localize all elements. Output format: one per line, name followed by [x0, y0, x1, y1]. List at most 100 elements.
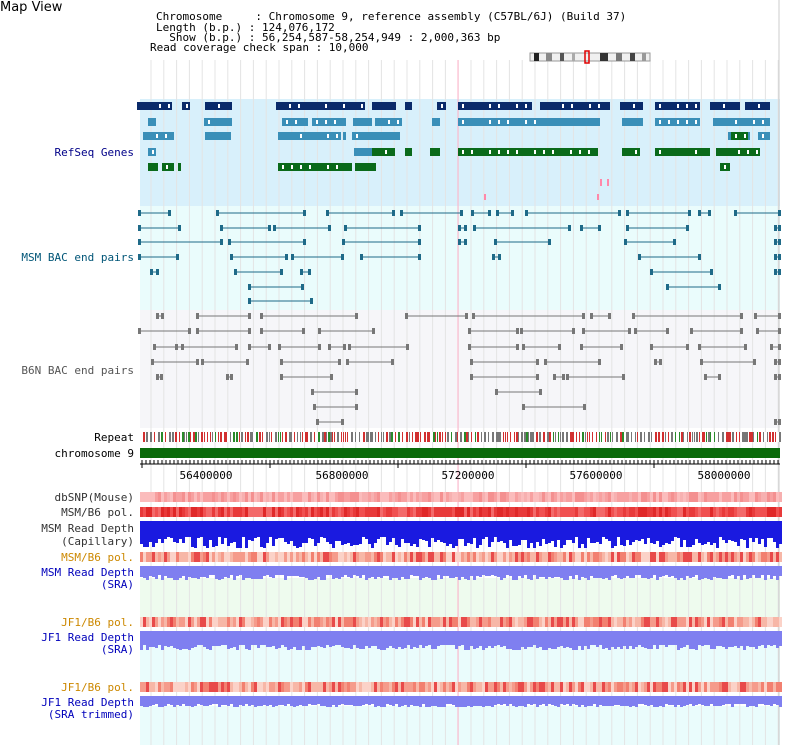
msm-bac-pair-end	[418, 225, 421, 231]
msm-pol-cell	[152, 507, 155, 517]
msm-capillary-depth-bar	[581, 521, 584, 544]
jf1-pol-cell	[590, 617, 593, 627]
msm-sra-depth-bar	[713, 566, 716, 577]
b6n-bac-pair-end	[318, 328, 321, 334]
track-label-msm-depth-sra[interactable]: MSM Read Depth	[41, 566, 134, 579]
b6n-bac-pair-end	[226, 374, 229, 380]
msm-capillary-depth-bar	[428, 521, 431, 547]
msm-pol-cell	[614, 507, 617, 517]
repeat-element	[266, 432, 268, 442]
jf1-sra-depth-bar	[683, 631, 686, 647]
jf1-pol-cell	[668, 617, 671, 627]
dbsnp-cell	[482, 492, 485, 502]
msm-sra-depth-bar	[506, 566, 509, 575]
jf1-trim-depth-bar	[608, 696, 611, 706]
msm-capillary-depth-bar	[527, 521, 530, 548]
track-label-jf1-depth[interactable]: JF1 Read Depth	[41, 631, 134, 644]
jf1-pol-cell	[194, 617, 197, 627]
msm-sra-depth-bar	[311, 566, 314, 580]
jf1-pol2-cell	[440, 682, 443, 692]
track-label-msm-b6-pol[interactable]: MSM/B6 pol.	[61, 506, 134, 519]
jf1-pol-cell	[464, 617, 467, 627]
jf1-pol2-cell	[404, 682, 407, 692]
repeat-element	[631, 432, 632, 442]
msm-pol-cell	[467, 507, 470, 517]
msm-capillary-depth-bar	[287, 521, 290, 544]
jf1-sra-depth-bar	[389, 631, 392, 646]
jf1-pol2-cell	[626, 682, 629, 692]
msm-bac-pair-end	[778, 210, 781, 216]
track-label-msm-b6-pol-2[interactable]: MSM/B6 pol.	[61, 551, 134, 564]
jf1-pol2-cell	[437, 682, 440, 692]
chromosome-bar	[140, 448, 780, 458]
track-label-refseq[interactable]: RefSeq Genes	[54, 146, 134, 159]
repeat-element	[372, 432, 373, 442]
gene-exon-gap	[166, 165, 168, 169]
jf1-pol2-cell	[614, 682, 617, 692]
msm-pol-cell	[677, 507, 680, 517]
msm-pol2-cell	[506, 552, 509, 562]
msm-pol-cell	[626, 507, 629, 517]
jf1-trim-depth-bar	[464, 696, 467, 707]
repeat-element	[753, 432, 754, 442]
b6n-bac-pair-end	[622, 374, 625, 380]
track-label-b6n-bac[interactable]: B6N BAC end pairs	[21, 364, 134, 377]
jf1-sra-depth-bar	[149, 631, 152, 647]
msm-pol2-cell	[254, 552, 257, 562]
msm-pol2-cell	[626, 552, 629, 562]
msm-pol-cell	[605, 507, 608, 517]
msm-pol2-cell	[284, 552, 287, 562]
msm-pol2-cell	[323, 552, 326, 562]
track-label-jf1-b6-pol-2[interactable]: JF1/B6 pol.	[61, 681, 134, 694]
msm-capillary-depth-bar	[650, 521, 653, 543]
repeat-element	[236, 432, 238, 442]
gene-exon-gap	[762, 134, 764, 138]
track-label-chromosome[interactable]: chromosome 9	[54, 447, 134, 460]
jf1-pol2-cell	[518, 682, 521, 692]
msm-pol2-cell	[740, 552, 743, 562]
jf1-sra-depth-bar	[743, 631, 746, 650]
jf1-sra-depth-bar	[629, 631, 632, 646]
dbsnp-cell	[284, 492, 287, 502]
b6n-bac-pair-end	[391, 359, 394, 365]
repeat-element	[370, 432, 372, 442]
msm-pol-cell	[158, 507, 161, 517]
msm-pol-cell	[209, 507, 212, 517]
jf1-sra-depth-bar	[263, 631, 266, 645]
repeat-element	[651, 432, 652, 442]
repeat-element	[547, 432, 549, 442]
gene-exon-gap	[498, 120, 500, 124]
jf1-sra-depth-bar	[557, 631, 560, 647]
jf1-sra-depth-bar	[431, 631, 434, 649]
msm-pol2-cell	[335, 552, 338, 562]
msm-sra-depth-bar	[464, 566, 467, 579]
repeat-element	[218, 432, 219, 442]
msm-pol2-cell	[767, 552, 770, 562]
msm-bac-pair-end	[458, 225, 461, 231]
msm-pol-cell	[302, 507, 305, 517]
msm-capillary-depth-bar	[320, 521, 323, 537]
track-label-dbsnp[interactable]: dbSNP(Mouse)	[54, 491, 134, 504]
b6n-bac-pair-end	[666, 328, 669, 334]
track-label-jf1-trim[interactable]: JF1 Read Depth	[41, 696, 134, 709]
jf1-sra-depth-bar	[647, 631, 650, 649]
jf1-pol2-cell	[278, 682, 281, 692]
repeat-element	[585, 432, 586, 442]
msm-pol2-cell	[143, 552, 146, 562]
track-label-msm-bac[interactable]: MSM BAC end pairs	[21, 251, 134, 264]
jf1-pol2-cell	[428, 682, 431, 692]
msm-bac-pair-end	[418, 239, 421, 245]
track-label-repeat[interactable]: Repeat	[94, 431, 134, 444]
jf1-trim-depth-bar	[611, 696, 614, 706]
msm-sra-depth-bar	[170, 566, 173, 578]
jf1-pol-cell	[635, 617, 638, 627]
track-label-jf1-b6-pol[interactable]: JF1/B6 pol.	[61, 616, 134, 629]
msm-pol2-cell	[491, 552, 494, 562]
msm-pol-cell	[722, 507, 725, 517]
msm-sra-depth-bar	[722, 566, 725, 579]
repeat-element	[601, 432, 602, 442]
msm-bac-pair-end	[280, 269, 283, 275]
track-label-msm-depth-cap[interactable]: MSM Read Depth	[41, 522, 134, 535]
msm-capillary-depth-bar	[632, 521, 635, 542]
